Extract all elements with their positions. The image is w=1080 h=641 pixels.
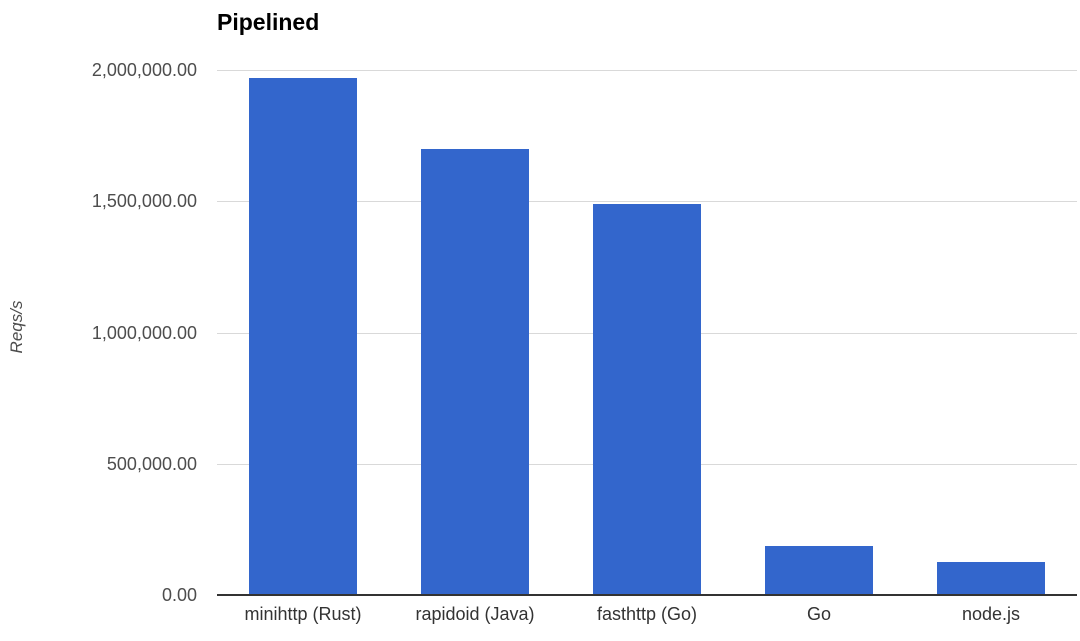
x-category-label: node.js	[961, 604, 1021, 624]
x-category-label: rapidoid (Java)	[415, 604, 535, 624]
bars-layer	[217, 70, 1077, 595]
y-tick-label: 0.00	[161, 585, 197, 605]
gridline	[217, 70, 1077, 71]
x-axis-line	[217, 594, 1077, 596]
x-axis-category-labels: minihttp (Rust) rapidoid (Java) fasthttp (…	[217, 602, 1077, 626]
bar-slot	[389, 70, 561, 595]
plot-area	[217, 70, 1077, 596]
y-tick-label: 500,000.00	[106, 453, 197, 474]
x-category-label: minihttp (Rust)	[244, 604, 362, 624]
y-tick-label: 1,000,000.00	[91, 322, 197, 343]
chart-title: Pipelined	[217, 9, 320, 35]
bar-slot	[905, 70, 1077, 595]
bar-slot	[561, 70, 733, 595]
bar-slot	[217, 70, 389, 595]
bar-slot	[733, 70, 905, 595]
y-tick-label: 1,500,000.00	[91, 191, 197, 212]
x-category-label: fasthttp (Go)	[596, 604, 698, 624]
bar	[765, 546, 873, 595]
bar	[421, 148, 529, 595]
y-tick-label: 2,000,000.00	[91, 60, 197, 80]
bar	[937, 561, 1045, 595]
x-category-label: Go	[806, 604, 831, 624]
gridline	[217, 201, 1077, 203]
bar	[249, 77, 357, 595]
bar	[593, 203, 701, 595]
